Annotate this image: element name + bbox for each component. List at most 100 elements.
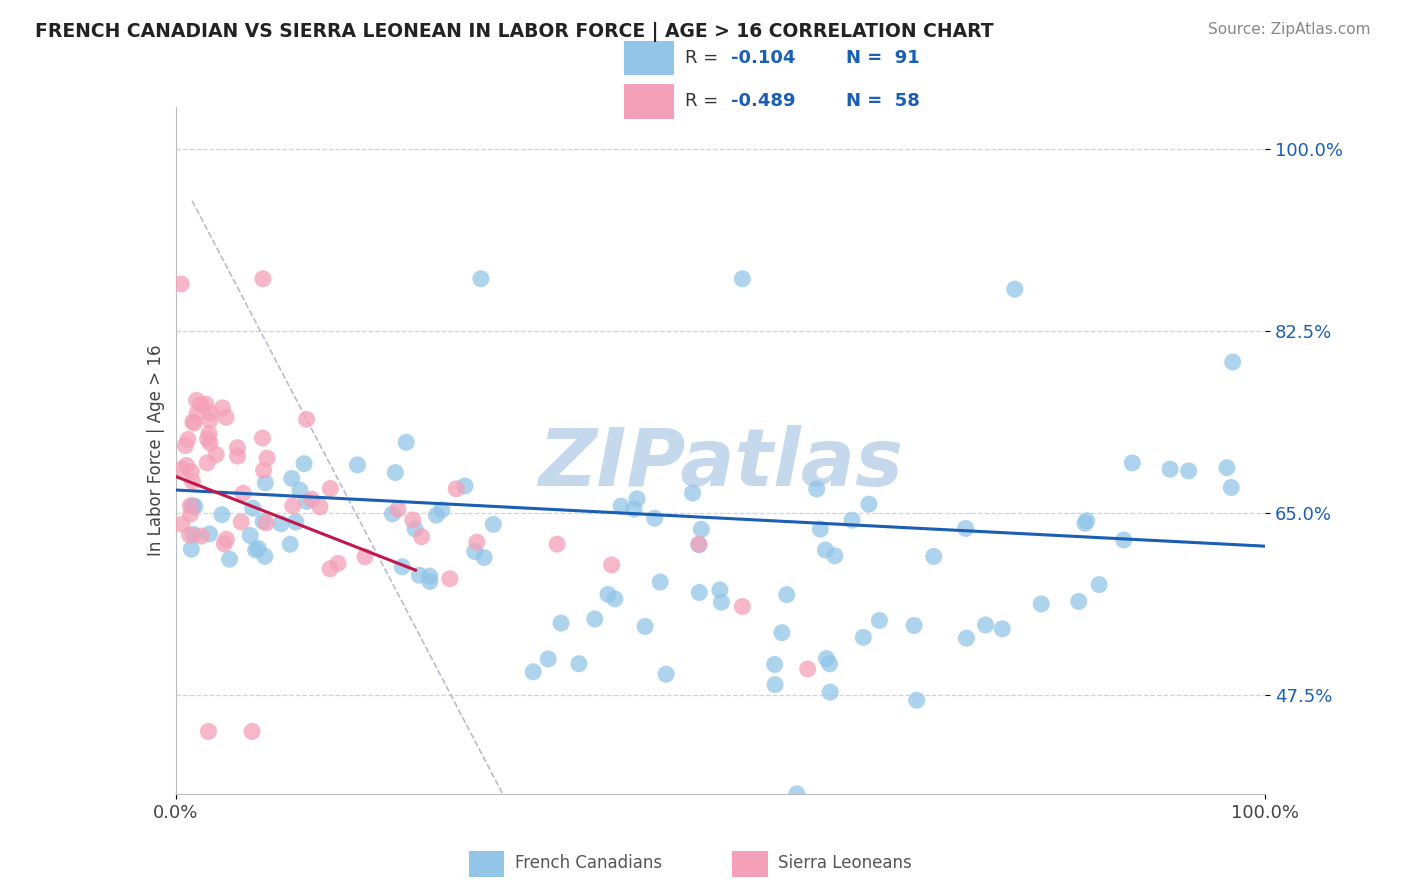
Point: [190, 529, 212, 543]
Point: [180, 465, 202, 479]
Text: ZIPatlas: ZIPatlas: [538, 425, 903, 503]
Point: [179, 528, 201, 542]
Point: [1088, 577, 1111, 591]
Text: French Canadians: French Canadians: [515, 855, 662, 872]
Point: [858, 497, 880, 511]
Point: [644, 511, 666, 525]
Text: R =: R =: [685, 49, 718, 67]
Point: [430, 503, 453, 517]
Point: [254, 516, 277, 530]
Point: [252, 271, 274, 285]
Point: [181, 475, 204, 489]
Point: [1121, 456, 1143, 470]
Point: [391, 559, 413, 574]
Point: [404, 522, 426, 536]
Point: [710, 595, 733, 609]
Point: [226, 441, 249, 455]
Point: [198, 426, 221, 441]
Point: [550, 616, 572, 631]
Point: [186, 393, 208, 408]
Text: Source: ZipAtlas.com: Source: ZipAtlas.com: [1208, 22, 1371, 37]
Point: [688, 537, 710, 551]
Point: [1004, 282, 1026, 296]
Point: [198, 436, 221, 450]
Point: [215, 410, 238, 425]
Point: [650, 575, 672, 590]
Point: [688, 538, 710, 552]
Point: [218, 552, 240, 566]
Point: [688, 585, 710, 599]
Point: [354, 549, 377, 564]
Point: [284, 515, 307, 529]
Point: [731, 599, 754, 614]
Y-axis label: In Labor Force | Age > 16: In Labor Force | Age > 16: [146, 344, 165, 557]
Point: [215, 532, 238, 546]
Point: [402, 513, 425, 527]
Point: [186, 406, 208, 420]
Point: [419, 574, 441, 589]
Point: [818, 685, 841, 699]
Point: [444, 482, 467, 496]
Point: [295, 494, 318, 508]
Point: [346, 458, 368, 472]
Point: [240, 724, 263, 739]
Point: [731, 271, 754, 285]
Point: [181, 499, 204, 513]
Point: [205, 448, 228, 462]
Point: [603, 591, 626, 606]
Point: [818, 657, 841, 671]
Point: [295, 412, 318, 426]
Text: N =  91: N = 91: [846, 49, 920, 67]
Point: [1074, 516, 1097, 531]
Point: [200, 406, 222, 420]
Point: [974, 618, 997, 632]
Point: [180, 542, 202, 557]
Point: [1031, 597, 1053, 611]
FancyBboxPatch shape: [624, 84, 673, 119]
Point: [211, 508, 233, 522]
Point: [472, 550, 495, 565]
Point: [763, 657, 786, 672]
Point: [183, 416, 205, 430]
Point: [814, 543, 837, 558]
Point: [806, 482, 828, 496]
Point: [1076, 514, 1098, 528]
Point: [600, 558, 623, 572]
Point: [546, 537, 568, 551]
Point: [808, 522, 831, 536]
Point: [254, 475, 277, 490]
Point: [1220, 481, 1243, 495]
Point: [568, 657, 591, 671]
Point: [174, 438, 197, 452]
Point: [179, 499, 201, 513]
Point: [583, 612, 606, 626]
Point: [184, 500, 207, 514]
Point: [198, 413, 221, 427]
Point: [623, 502, 645, 516]
Point: [387, 502, 409, 516]
Point: [634, 619, 657, 633]
Point: [454, 479, 477, 493]
Point: [197, 724, 219, 739]
Point: [626, 491, 648, 506]
Point: [194, 397, 217, 411]
Point: [170, 277, 193, 291]
Point: [690, 522, 713, 536]
Point: [1159, 462, 1181, 476]
Point: [868, 614, 890, 628]
Point: [482, 517, 505, 532]
Point: [281, 499, 304, 513]
Point: [522, 665, 544, 679]
Point: [197, 432, 219, 446]
Point: [253, 549, 276, 564]
Point: [190, 398, 212, 412]
Point: [252, 463, 274, 477]
Point: [384, 466, 406, 480]
Point: [610, 499, 633, 513]
Point: [439, 572, 461, 586]
Point: [247, 541, 270, 556]
Point: [309, 500, 332, 514]
Point: [465, 535, 488, 549]
Point: [1067, 594, 1090, 608]
Point: [183, 527, 205, 541]
